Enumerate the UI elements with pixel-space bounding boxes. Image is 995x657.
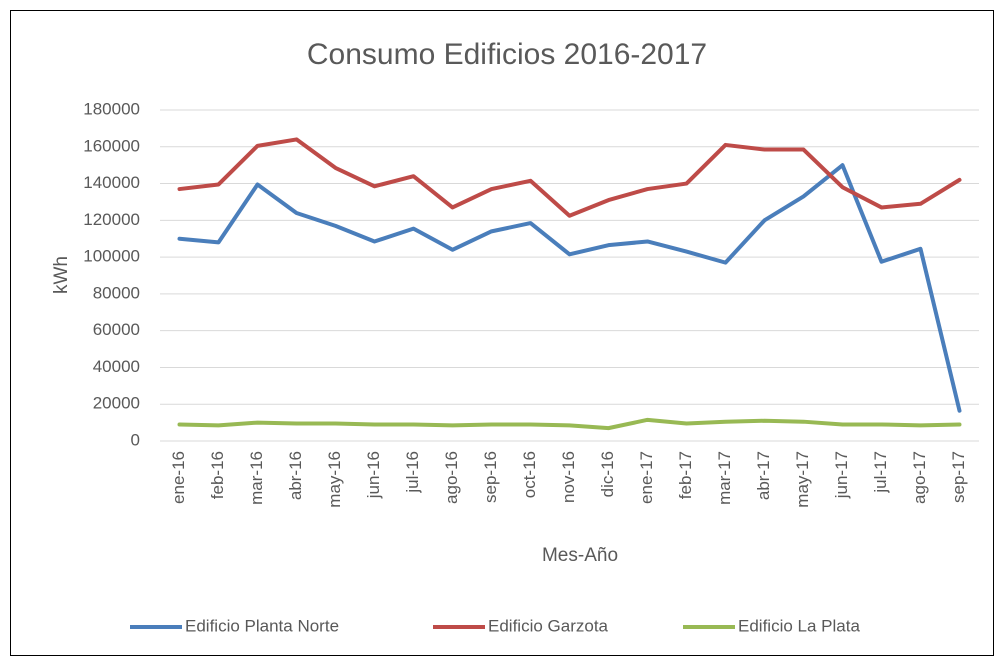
x-tick-label: mar-16 xyxy=(247,451,266,505)
x-tick-label: jul-17 xyxy=(871,451,890,494)
y-tick-label: 180000 xyxy=(83,99,140,118)
y-tick-label: 160000 xyxy=(83,136,140,155)
chart-title: Consumo Edificios 2016-2017 xyxy=(307,38,707,71)
series-line xyxy=(177,137,962,218)
y-tick-label: 40000 xyxy=(93,357,140,376)
x-tick-label: jul-16 xyxy=(403,451,422,494)
x-tick-label: may-17 xyxy=(793,451,812,508)
y-tick-label: 60000 xyxy=(93,320,140,339)
x-tick-label: feb-17 xyxy=(676,451,695,499)
x-tick-label: sep-17 xyxy=(949,451,968,503)
x-tick-label: oct-16 xyxy=(520,451,539,498)
x-tick-label: nov-16 xyxy=(559,451,578,503)
x-tick-label: mar-17 xyxy=(715,451,734,505)
series-line xyxy=(177,417,962,431)
y-tick-label: 20000 xyxy=(93,394,140,413)
y-tick-label: 140000 xyxy=(83,173,140,192)
x-tick-label: may-16 xyxy=(325,451,344,508)
x-tick-label: ene-17 xyxy=(637,451,656,504)
x-tick-label: ene-16 xyxy=(169,451,188,504)
x-axis-title: Mes-Año xyxy=(542,545,618,566)
y-tick-label: 100000 xyxy=(83,247,140,266)
x-tick-label: dic-16 xyxy=(598,451,617,497)
legend-label: Edificio Garzota xyxy=(488,616,609,635)
x-tick-label: jun-16 xyxy=(364,451,383,499)
x-tick-label: jun-17 xyxy=(832,451,851,499)
x-tick-label: abr-16 xyxy=(286,451,305,500)
x-tick-label: feb-16 xyxy=(208,451,227,499)
legend-label: Edificio Planta Norte xyxy=(185,616,339,635)
x-tick-label: ago-16 xyxy=(442,451,461,504)
x-tick-label: abr-17 xyxy=(754,451,773,500)
legend-label: Edificio La Plata xyxy=(738,616,860,635)
y-axis-title: kWh xyxy=(51,256,72,294)
y-tick-label: 0 xyxy=(131,430,140,449)
x-tick-label: ago-17 xyxy=(910,451,929,504)
y-tick-label: 80000 xyxy=(93,283,140,302)
chart-frame xyxy=(10,10,994,656)
x-tick-label: sep-16 xyxy=(481,451,500,503)
y-tick-label: 120000 xyxy=(83,210,140,229)
